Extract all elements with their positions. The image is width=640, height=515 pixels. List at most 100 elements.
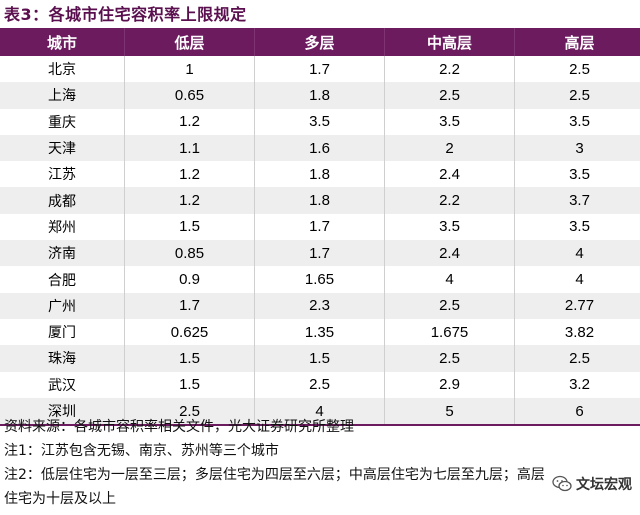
table-row: 重庆 1.2 3.5 3.5 3.5 xyxy=(0,108,640,135)
city-cell: 郑州 xyxy=(48,219,76,236)
value-cell: 2 xyxy=(384,134,515,162)
value-cell: 2.5 xyxy=(514,345,640,372)
value-cell: 1.7 xyxy=(124,292,255,319)
table-row: 上海 0.65 1.8 2.5 2.5 xyxy=(0,82,640,109)
value-cell: 3.5 xyxy=(514,213,640,241)
value-cell: 1.8 xyxy=(254,161,385,188)
value-cell: 2.2 xyxy=(384,56,515,83)
value-cell: 1.5 xyxy=(124,371,255,398)
value-cell: 5 xyxy=(384,397,515,427)
city-cell: 天津 xyxy=(0,134,125,162)
value-cell: 4 xyxy=(254,397,385,427)
table-row: 广州 1.7 2.3 2.5 2.77 xyxy=(0,292,640,319)
value-cell: 2.5 xyxy=(254,371,385,398)
note-2: 注2：低层住宅为一层至三层；多层住宅为四层至六层；中高层住宅为七层至九层；高层 xyxy=(4,467,545,483)
city-cell: 厦门 xyxy=(48,325,76,342)
city-cell: 成都 xyxy=(0,187,125,214)
city-cell: 合肥 xyxy=(48,272,76,289)
table-header-row: 城市 低层 多层 中高层 高层 xyxy=(0,28,640,56)
value-cell: 1.35 xyxy=(254,318,385,346)
value-cell: 1.65 xyxy=(254,266,385,293)
table-row: 成都 1.2 1.8 2.2 3.7 xyxy=(0,187,640,214)
value-cell: 3.5 xyxy=(254,108,385,135)
value-cell: 2.9 xyxy=(384,371,515,398)
value-cell: 2.5 xyxy=(384,82,515,109)
city-cell: 深圳 xyxy=(0,397,125,427)
table-row: 珠海 1.5 1.5 2.5 2.5 xyxy=(0,345,640,372)
value-cell: 1.5 xyxy=(124,345,255,372)
value-cell: 1.2 xyxy=(124,187,255,214)
city-cell: 江苏 xyxy=(48,167,76,184)
value-cell: 1.7 xyxy=(254,56,385,83)
value-cell: 2.3 xyxy=(254,292,385,319)
value-cell: 1.5 xyxy=(254,345,385,372)
city-cell: 北京 xyxy=(48,62,76,79)
value-cell: 2.2 xyxy=(384,187,515,214)
value-cell: 1.5 xyxy=(124,213,255,241)
header-low-rise: 低层 xyxy=(124,28,255,56)
value-cell: 1.7 xyxy=(254,213,385,241)
wechat-icon xyxy=(552,475,572,492)
header-multi-story: 多层 xyxy=(254,28,385,56)
city-cell: 重庆 xyxy=(48,114,76,131)
value-cell: 1.2 xyxy=(124,161,255,188)
value-cell: 4 xyxy=(384,266,515,293)
city-cell: 上海 xyxy=(0,82,125,109)
value-cell: 1.8 xyxy=(254,82,385,109)
table-row: 郑州 1.5 1.7 3.5 3.5 xyxy=(0,213,640,241)
value-cell: 1.675 xyxy=(384,318,515,346)
value-cell: 0.85 xyxy=(124,240,255,267)
value-cell: 3.5 xyxy=(384,108,515,135)
value-cell: 4 xyxy=(514,266,640,293)
header-high-rise: 高层 xyxy=(514,28,640,56)
value-cell: 2.5 xyxy=(514,82,640,109)
value-cell: 3.82 xyxy=(514,318,640,346)
value-cell: 1.8 xyxy=(254,187,385,214)
header-city: 城市 xyxy=(0,28,125,56)
table-title: 表3：各城市住宅容积率上限规定 xyxy=(4,5,247,24)
value-cell: 1.2 xyxy=(124,108,255,135)
value-cell: 3.5 xyxy=(384,213,515,241)
value-cell: 2.4 xyxy=(384,240,515,267)
value-cell: 2.77 xyxy=(514,292,640,319)
far-table: 城市 低层 多层 中高层 高层 北京 1 1.7 2.2 2.5 上海 0.65 1.8 2.5… xyxy=(0,28,640,427)
value-cell: 3 xyxy=(514,134,640,162)
source-note: 资料来源：各城市容积率相关文件，光大证券研究所整理 xyxy=(4,419,354,435)
table-row: 深圳 2.5 4 5 6 xyxy=(0,397,640,427)
table-row: 江苏 1.2 1.8 2.4 3.5 xyxy=(0,161,640,188)
table-row: 合肥 0.9 1.65 4 4 xyxy=(0,266,640,293)
note-2-continued: 住宅为十层及以上 xyxy=(4,491,116,507)
value-cell: 4 xyxy=(514,240,640,267)
value-cell: 2.5 xyxy=(514,56,640,83)
value-cell: 0.65 xyxy=(124,82,255,109)
watermark-text: 文坛宏观 xyxy=(576,477,632,493)
city-cell: 武汉 xyxy=(48,377,76,394)
value-cell: 1.1 xyxy=(124,134,255,162)
value-cell: 2.4 xyxy=(384,161,515,188)
table-row: 济南 0.85 1.7 2.4 4 xyxy=(0,240,640,267)
city-cell: 珠海 xyxy=(0,345,125,372)
value-cell: 2.5 xyxy=(124,397,255,427)
table-row: 北京 1 1.7 2.2 2.5 xyxy=(0,56,640,83)
header-mid-high-rise: 中高层 xyxy=(384,28,515,56)
notes-section: 资料来源：各城市容积率相关文件，光大证券研究所整理 注1：江苏包含无锡、南京、苏… xyxy=(4,415,640,511)
table-row: 天津 1.1 1.6 2 3 xyxy=(0,134,640,162)
value-cell: 1.7 xyxy=(254,240,385,267)
value-cell: 3.5 xyxy=(514,161,640,188)
table-row: 武汉 1.5 2.5 2.9 3.2 xyxy=(0,371,640,398)
city-cell: 广州 xyxy=(0,292,125,319)
value-cell: 2.5 xyxy=(384,292,515,319)
watermark: 文坛宏观 xyxy=(548,472,636,496)
value-cell: 6 xyxy=(514,397,640,427)
note-1: 注1：江苏包含无锡、南京、苏州等三个城市 xyxy=(4,443,279,459)
table-body: 北京 1 1.7 2.2 2.5 上海 0.65 1.8 2.5 2.5 重庆 1.2 3.5 3.5 3.… xyxy=(0,56,640,427)
value-cell: 3.7 xyxy=(514,187,640,214)
value-cell: 1.6 xyxy=(254,134,385,162)
value-cell: 1 xyxy=(124,56,255,83)
value-cell: 3.5 xyxy=(514,108,640,135)
value-cell: 0.625 xyxy=(124,318,255,346)
value-cell: 2.5 xyxy=(384,345,515,372)
city-cell: 济南 xyxy=(0,240,125,267)
value-cell: 0.9 xyxy=(124,266,255,293)
table-row: 厦门 0.625 1.35 1.675 3.82 xyxy=(0,318,640,346)
